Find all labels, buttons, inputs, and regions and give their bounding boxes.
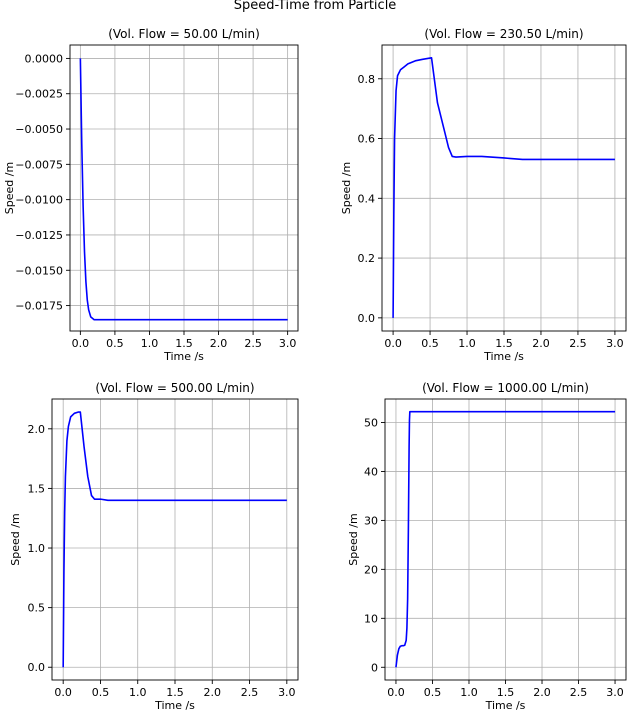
panel-title: (Vol. Flow = 50.00 L/min) (108, 27, 260, 41)
x-tick-label: 0.5 (424, 686, 442, 699)
x-tick-label: 0.5 (92, 686, 110, 699)
y-tick-label: −0.0175 (15, 300, 63, 313)
y-tick-label: 1.0 (28, 542, 46, 555)
y-tick-label: 0 (371, 661, 378, 674)
y-tick-label: 1.5 (28, 482, 46, 495)
y-tick-label: 0.0 (358, 312, 376, 325)
x-tick-label: 2.5 (241, 686, 259, 699)
y-tick-label: −0.0075 (15, 158, 63, 171)
y-tick-label: 0.8 (358, 73, 376, 86)
x-tick-label: 2.5 (570, 686, 588, 699)
x-tick-label: 2.5 (244, 337, 262, 350)
y-tick-label: 0.0 (28, 661, 46, 674)
x-tick-label: 1.0 (141, 337, 159, 350)
x-tick-label: 0.5 (421, 337, 439, 350)
x-tick-label: 1.0 (460, 686, 478, 699)
x-tick-label: 0.5 (106, 337, 124, 350)
panel-title: (Vol. Flow = 230.50 L/min) (424, 27, 583, 41)
chart-panel: 0.0 0.5 1.0 1.5 2.0 2.5 3.0 0.0 0.5 1.0 1.5 2.0 (Vol… (9, 381, 298, 712)
y-axis-label: Speed /m (3, 162, 16, 214)
y-tick-label: −0.0025 (15, 88, 63, 101)
y-tick-label: 40 (364, 465, 378, 478)
y-tick-label: 50 (364, 416, 378, 429)
x-tick-label: 2.0 (210, 337, 228, 350)
x-tick-label: 3.0 (606, 337, 624, 350)
y-tick-label: −0.0150 (15, 264, 63, 277)
y-tick-label: 10 (364, 612, 378, 625)
x-tick-label: 1.5 (495, 337, 513, 350)
x-tick-label: 3.0 (606, 686, 624, 699)
x-axis-label: Time /s (163, 350, 204, 363)
x-tick-label: 3.0 (279, 337, 297, 350)
x-tick-label: 2.0 (204, 686, 222, 699)
y-tick-label: 2.0 (28, 423, 46, 436)
y-tick-label: 0.5 (28, 602, 46, 615)
y-axis-label: Speed /m (347, 513, 360, 565)
figure-title: Speed-Time from Particle (234, 0, 397, 13)
y-tick-label: 0.4 (358, 192, 376, 205)
x-tick-label: 0.0 (54, 686, 72, 699)
panel-title: (Vol. Flow = 1000.00 L/min) (422, 381, 589, 395)
chart-panel: 0.0 0.5 1.0 1.5 2.0 2.5 3.0 0.0000 −0.0025 −0.005… (3, 27, 298, 363)
y-axis-label: Speed /m (9, 513, 22, 565)
x-tick-label: 3.0 (278, 686, 296, 699)
y-tick-label: −0.0125 (15, 229, 63, 242)
x-tick-label: 1.5 (175, 337, 193, 350)
y-tick-label: 0.0000 (25, 52, 64, 65)
x-tick-label: 1.0 (458, 337, 476, 350)
y-tick-label: 0.2 (358, 252, 376, 265)
y-tick-label: −0.0050 (15, 123, 63, 136)
chart-panel: 0.0 0.5 1.0 1.5 2.0 2.5 3.0 0 10 20 30 40 50 (Vol. Fl… (347, 381, 626, 712)
x-tick-label: 1.5 (166, 686, 184, 699)
x-tick-label: 2.0 (533, 686, 551, 699)
x-axis-label: Time /s (483, 350, 524, 363)
x-tick-label: 0.0 (387, 686, 405, 699)
x-tick-label: 0.0 (72, 337, 90, 350)
y-tick-label: 20 (364, 563, 378, 576)
y-tick-label: 30 (364, 514, 378, 527)
x-tick-label: 2.5 (569, 337, 587, 350)
x-tick-label: 1.0 (129, 686, 147, 699)
panel-title: (Vol. Flow = 500.00 L/min) (95, 381, 254, 395)
y-axis-label: Speed /m (340, 162, 353, 214)
x-tick-label: 2.0 (532, 337, 550, 350)
x-axis-label: Time /s (154, 699, 195, 712)
x-axis-label: Time /s (485, 699, 526, 712)
y-tick-label: −0.0100 (15, 194, 63, 207)
x-tick-label: 0.0 (384, 337, 402, 350)
x-tick-label: 1.5 (497, 686, 515, 699)
y-tick-label: 0.6 (358, 133, 376, 146)
chart-panel: 0.0 0.5 1.0 1.5 2.0 2.5 3.0 0.0 0.2 0.4 0.6 0.8 (Vol… (340, 27, 626, 363)
